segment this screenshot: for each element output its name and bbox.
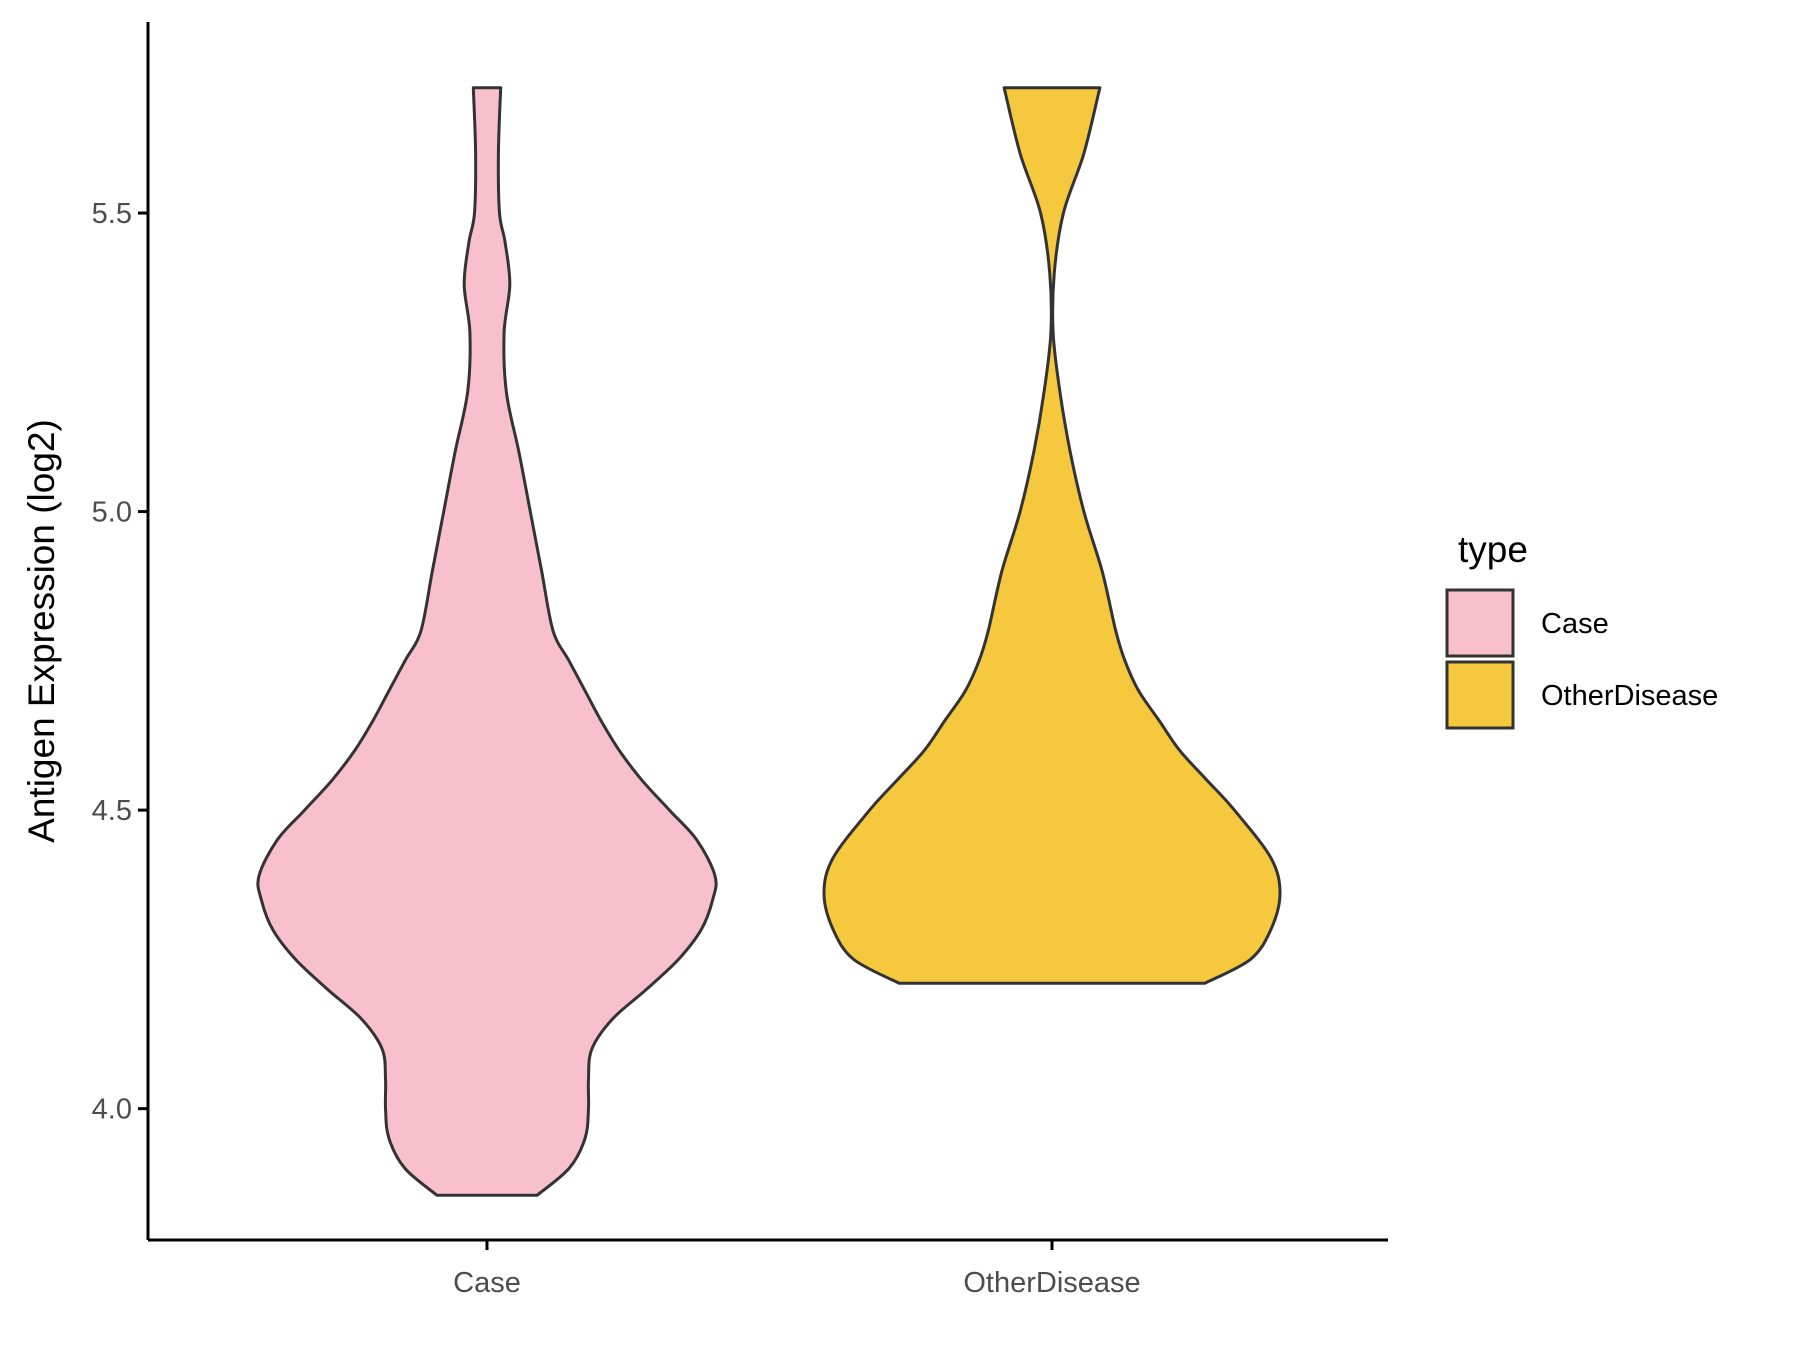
violin-case	[256, 86, 718, 1197]
legend-label: OtherDisease	[1541, 680, 1718, 712]
y-ticks: 4.0 4.5 5.0 5.5	[92, 198, 148, 1126]
x-ticks: Case OtherDisease	[453, 1240, 1141, 1299]
y-tick-label: 5.5	[92, 198, 132, 230]
y-axis-title: Antigen Expression (log2)	[21, 419, 62, 843]
y-tick-label: 5.0	[92, 497, 132, 529]
x-tick-label: Case	[453, 1267, 521, 1299]
legend-items: Case OtherDisease	[1445, 588, 1718, 730]
legend: type Case OtherDisease	[1445, 529, 1718, 730]
legend-label: Case	[1541, 608, 1609, 640]
x-tick-label: OtherDisease	[963, 1267, 1140, 1299]
y-tick-label: 4.0	[92, 1094, 132, 1126]
legend-title: type	[1458, 529, 1528, 570]
legend-swatch	[1445, 660, 1515, 730]
y-tick-label: 4.5	[92, 795, 132, 827]
axes	[146, 22, 1388, 1242]
violin-otherdisease	[822, 86, 1282, 985]
legend-swatch	[1445, 588, 1515, 658]
violins	[256, 86, 1282, 1197]
